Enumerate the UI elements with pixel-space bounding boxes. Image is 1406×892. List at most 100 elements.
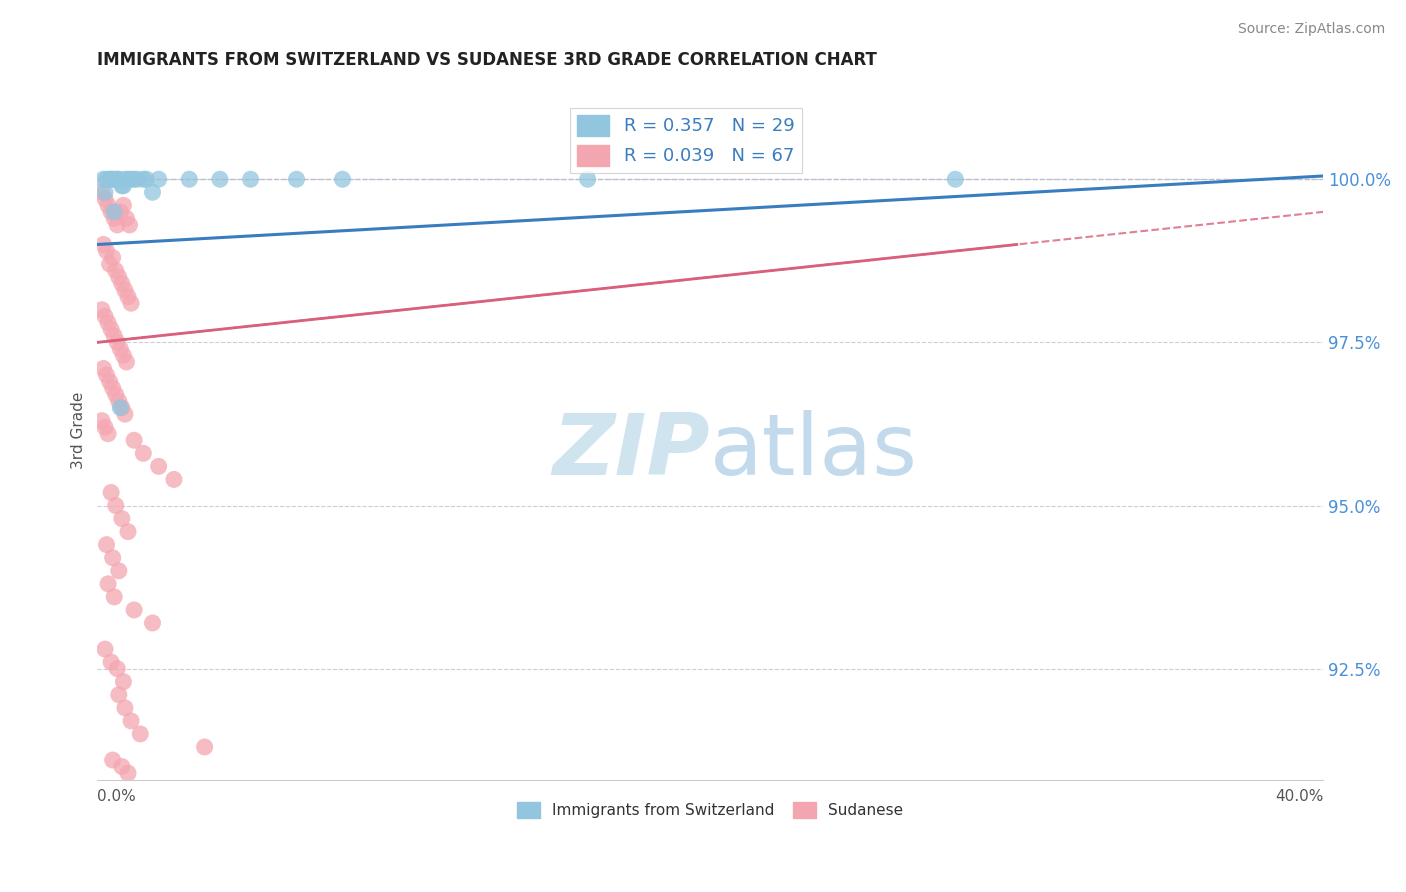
- Legend: Immigrants from Switzerland, Sudanese: Immigrants from Switzerland, Sudanese: [510, 796, 910, 824]
- Point: [111, 511, 134, 525]
- Point: [148, 459, 170, 474]
- Point: [96, 368, 118, 382]
- Point: [97, 316, 120, 330]
- Point: [117, 766, 139, 780]
- Point: [239, 172, 262, 186]
- Point: [96, 538, 118, 552]
- Point: [105, 172, 128, 186]
- Point: [107, 394, 129, 409]
- Point: [100, 205, 122, 219]
- Point: [115, 355, 138, 369]
- Point: [104, 499, 127, 513]
- Point: [104, 263, 127, 277]
- Point: [101, 753, 124, 767]
- Point: [91, 302, 114, 317]
- Point: [98, 172, 121, 186]
- Point: [111, 401, 134, 415]
- Point: [103, 329, 125, 343]
- Point: [101, 550, 124, 565]
- Point: [132, 446, 155, 460]
- Point: [105, 335, 128, 350]
- Point: [112, 198, 135, 212]
- Text: ZIP: ZIP: [553, 410, 710, 493]
- Point: [576, 172, 599, 186]
- Point: [194, 739, 217, 754]
- Point: [115, 211, 138, 226]
- Point: [114, 283, 136, 297]
- Point: [93, 237, 115, 252]
- Text: 40.0%: 40.0%: [1275, 789, 1323, 805]
- Point: [120, 172, 142, 186]
- Point: [107, 172, 129, 186]
- Point: [104, 387, 127, 401]
- Point: [117, 524, 139, 539]
- Point: [117, 290, 139, 304]
- Point: [104, 172, 127, 186]
- Point: [114, 701, 136, 715]
- Point: [111, 178, 134, 193]
- Point: [208, 172, 231, 186]
- Point: [103, 211, 125, 226]
- Point: [105, 662, 128, 676]
- Point: [111, 759, 134, 773]
- Point: [100, 655, 122, 669]
- Point: [129, 727, 152, 741]
- Point: [118, 218, 141, 232]
- Point: [97, 426, 120, 441]
- Point: [148, 172, 170, 186]
- Point: [107, 270, 129, 285]
- Point: [94, 642, 117, 657]
- Point: [98, 375, 121, 389]
- Point: [141, 615, 163, 630]
- Point: [100, 485, 122, 500]
- Point: [132, 172, 155, 186]
- Point: [91, 414, 114, 428]
- Point: [103, 590, 125, 604]
- Point: [114, 407, 136, 421]
- Point: [100, 322, 122, 336]
- Point: [94, 186, 117, 200]
- Point: [94, 192, 117, 206]
- Point: [332, 172, 354, 186]
- Point: [122, 172, 145, 186]
- Point: [97, 198, 120, 212]
- Point: [179, 172, 201, 186]
- Point: [112, 674, 135, 689]
- Point: [97, 577, 120, 591]
- Point: [101, 251, 124, 265]
- Point: [111, 277, 134, 291]
- Point: [945, 172, 967, 186]
- Point: [120, 296, 142, 310]
- Point: [91, 186, 114, 200]
- Point: [107, 564, 129, 578]
- Point: [117, 172, 139, 186]
- Text: atlas: atlas: [710, 410, 918, 493]
- Point: [100, 172, 122, 186]
- Point: [96, 172, 118, 186]
- Point: [93, 172, 115, 186]
- Point: [122, 434, 145, 448]
- Point: [114, 172, 136, 186]
- Point: [101, 381, 124, 395]
- Point: [120, 714, 142, 728]
- Point: [105, 218, 128, 232]
- Y-axis label: 3rd Grade: 3rd Grade: [72, 392, 86, 469]
- Point: [141, 186, 163, 200]
- Text: Source: ZipAtlas.com: Source: ZipAtlas.com: [1237, 22, 1385, 37]
- Point: [107, 688, 129, 702]
- Point: [122, 603, 145, 617]
- Text: IMMIGRANTS FROM SWITZERLAND VS SUDANESE 3RD GRADE CORRELATION CHART: IMMIGRANTS FROM SWITZERLAND VS SUDANESE …: [97, 51, 877, 69]
- Point: [110, 205, 132, 219]
- Point: [93, 361, 115, 376]
- Point: [103, 205, 125, 219]
- Point: [94, 420, 117, 434]
- Point: [94, 310, 117, 324]
- Text: 0.0%: 0.0%: [97, 789, 136, 805]
- Point: [110, 342, 132, 356]
- Point: [285, 172, 308, 186]
- Point: [135, 172, 157, 186]
- Point: [110, 401, 132, 415]
- Point: [163, 472, 186, 486]
- Point: [101, 172, 124, 186]
- Point: [127, 172, 149, 186]
